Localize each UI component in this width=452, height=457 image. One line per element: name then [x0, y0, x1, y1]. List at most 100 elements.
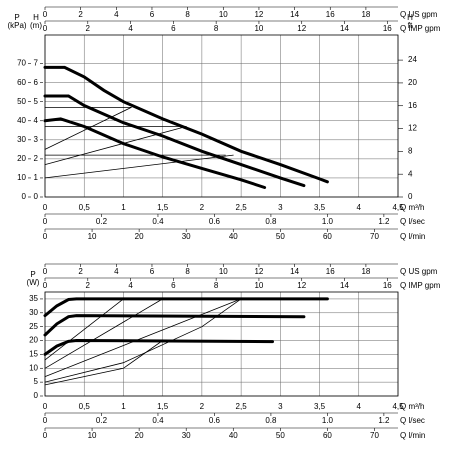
x2-tick-label: 8 [214, 24, 219, 33]
pump-curve [43, 94, 306, 188]
y2-tick-label: 6 [34, 78, 39, 87]
x2-tick-label: 16 [383, 24, 392, 33]
y-tick-label: 70 [17, 59, 26, 68]
x2-tick-label: 0 [43, 267, 48, 276]
x-tick-label: 3 [278, 402, 283, 411]
x2-tick-label: 12 [254, 10, 263, 19]
x2-tick-label: 8 [185, 267, 190, 276]
y-tick-label: 10 [29, 363, 38, 372]
y-tick-label: 15 [29, 350, 38, 359]
x2-tick-label: 20 [135, 232, 144, 241]
x2-tick-label: 14 [290, 10, 299, 19]
control-line [44, 298, 242, 383]
control-line [44, 340, 164, 386]
y2-tick-label: 0 [408, 192, 413, 201]
x-tick-label: 4,5 [392, 203, 404, 212]
x2-tick-label: 1.0 [322, 416, 334, 425]
x-tick-label: 1 [121, 203, 126, 212]
x-tick-label: 0 [43, 402, 48, 411]
y2-tick-label: 5 [34, 97, 39, 106]
y-tick-label: 0 [34, 391, 39, 400]
y-tick-label: 20 [29, 336, 38, 345]
control-line [44, 298, 124, 361]
y2-axis-unit: (m) [30, 21, 42, 30]
control-line [44, 298, 164, 369]
x2-axis-title: Q IMP gpm [400, 24, 441, 33]
x2-tick-label: 12 [297, 24, 306, 33]
x-axis-title: Q m³/h [400, 402, 424, 411]
y2-axis-title: H [33, 13, 39, 22]
y2-tick-label: 4 [34, 116, 39, 125]
x2-tick-label: 1.2 [378, 217, 390, 226]
x2-tick-label: 0 [43, 24, 48, 33]
y-tick-label: 50 [17, 97, 26, 106]
x2-tick-label: 4 [114, 267, 119, 276]
control-line [44, 107, 132, 150]
x2-tick-label: 0 [43, 10, 48, 19]
x2-tick-label: 1.0 [322, 217, 334, 226]
y2-axis-unit: ft [408, 21, 413, 30]
x2-axis-title: Q US gpm [400, 267, 438, 276]
y2-tick-label: 7 [34, 59, 39, 68]
x2-axis-title: Q l/min [400, 232, 425, 241]
x2-tick-label: 0.4 [152, 416, 164, 425]
x2-tick-label: 6 [150, 267, 155, 276]
x2-tick-label: 0.6 [209, 217, 221, 226]
x-tick-label: 3,5 [314, 203, 326, 212]
x2-tick-label: 16 [326, 10, 335, 19]
pump-curve [43, 297, 329, 318]
x2-axis-title: Q US gpm [400, 10, 438, 19]
x-tick-label: 0 [43, 203, 48, 212]
x-tick-label: 4 [357, 402, 362, 411]
x2-tick-label: 8 [214, 281, 219, 290]
y-tick-label: 40 [17, 116, 26, 125]
x2-tick-label: 0.6 [209, 416, 221, 425]
y2-tick-label: 12 [408, 124, 417, 133]
x-axis-title: Q m³/h [400, 203, 424, 212]
x2-tick-label: 0.4 [152, 217, 164, 226]
y2-tick-label: 0 [34, 192, 39, 201]
x2-tick-label: 0.8 [265, 416, 277, 425]
y2-tick-label: 3 [34, 135, 39, 144]
x-tick-label: 4 [357, 203, 362, 212]
x2-axis-title: Q l/sec [400, 217, 425, 226]
x2-tick-label: 0 [43, 217, 48, 226]
x2-tick-label: 30 [182, 232, 191, 241]
x2-tick-label: 50 [276, 232, 285, 241]
pump-curve [43, 314, 306, 337]
x2-tick-label: 50 [276, 431, 285, 440]
control-line [44, 298, 242, 377]
x2-tick-label: 12 [297, 281, 306, 290]
x2-tick-label: 4 [128, 24, 133, 33]
x2-tick-label: 14 [340, 24, 349, 33]
x2-tick-label: 16 [383, 281, 392, 290]
x2-tick-label: 2 [86, 24, 91, 33]
x2-tick-label: 1.2 [378, 416, 390, 425]
x2-tick-label: 10 [254, 281, 263, 290]
x2-tick-label: 0.2 [96, 217, 108, 226]
x2-tick-label: 12 [254, 267, 263, 276]
y2-tick-label: 2 [34, 154, 39, 163]
x-tick-label: 3,5 [314, 402, 326, 411]
x-tick-label: 2 [200, 203, 205, 212]
y-axis-unit: (W) [27, 278, 40, 287]
x2-tick-label: 0.8 [265, 217, 277, 226]
x2-tick-label: 6 [171, 281, 176, 290]
x2-tick-label: 60 [323, 232, 332, 241]
y-tick-label: 30 [17, 135, 26, 144]
x2-tick-label: 4 [114, 10, 119, 19]
x2-tick-label: 10 [254, 24, 263, 33]
pump-curve [43, 338, 274, 356]
y2-tick-label: 24 [408, 55, 417, 64]
x2-tick-label: 10 [219, 10, 228, 19]
x2-tick-label: 2 [78, 267, 83, 276]
x2-tick-label: 30 [182, 431, 191, 440]
y-tick-label: 0 [22, 192, 27, 201]
x-tick-label: 2,5 [236, 402, 248, 411]
x-tick-label: 2 [200, 402, 205, 411]
x2-tick-label: 0 [43, 281, 48, 290]
x2-tick-label: 14 [340, 281, 349, 290]
y-axis-title: P [30, 270, 35, 279]
y-axis-unit: (kPa) [7, 21, 26, 30]
y2-axis-title: H [407, 13, 413, 22]
